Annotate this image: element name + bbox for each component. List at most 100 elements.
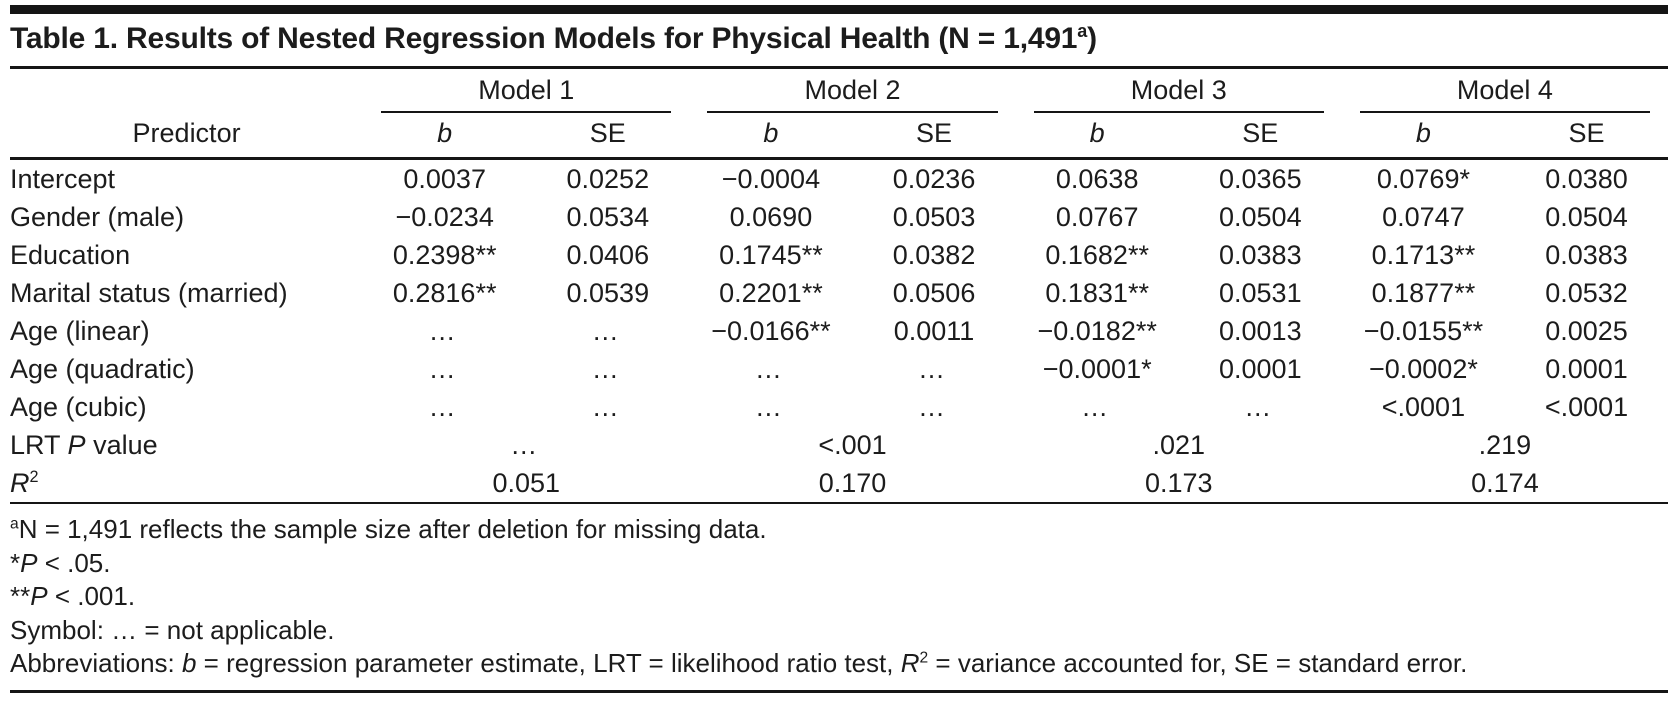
cell-model-4-b: 0.1713** bbox=[1371, 239, 1476, 270]
predictor-header-spacer bbox=[10, 69, 363, 113]
cell-model-2-b: −0.0004 bbox=[721, 163, 821, 194]
cell-model-3-se: 0.0001 bbox=[1219, 353, 1302, 384]
cell-model-2-b: … bbox=[754, 391, 787, 422]
predictor-cell: R2 bbox=[10, 464, 364, 504]
cell-model-3-r-squared: 0.173 bbox=[1015, 464, 1342, 504]
predictor-cell: Age (quadratic) bbox=[10, 353, 195, 384]
cell-model-2-se: 0.0382 bbox=[892, 239, 976, 270]
row-marital-status-married: Marital status (married) 0.2816** 0.0539 0.… bbox=[10, 274, 1668, 312]
table-body: Intercept 0.0037 0.0252 −0.0004 0.0236 0.0638… bbox=[10, 159, 1668, 504]
cell-model-2-se: 0.0506 bbox=[892, 277, 976, 308]
cell-model-2-se: 0.0011 bbox=[893, 315, 975, 346]
row-gender-male: Gender (male) −0.0234 0.0534 0.0690 0.0503 0.… bbox=[10, 198, 1668, 236]
cell-model-1-r-squared: 0.051 bbox=[363, 464, 690, 504]
cell-model-4-se: 0.0001 bbox=[1545, 353, 1628, 384]
cell-model-3-b: 0.0638 bbox=[1055, 163, 1139, 194]
col-header-b-model-2: b bbox=[689, 113, 853, 160]
cell-model-3-b: −0.0001* bbox=[1042, 353, 1152, 384]
model-4-spanner-rule: Model 4 bbox=[1359, 75, 1650, 113]
col-header-b-model-4: b bbox=[1341, 113, 1505, 160]
model-4-header: Model 4 bbox=[1342, 69, 1668, 113]
predictor-cell: Education bbox=[10, 239, 131, 270]
col-header-se-model-4: SE bbox=[1504, 113, 1668, 160]
cell-model-3-b: … bbox=[1081, 391, 1114, 422]
cell-model-1-se: 0.0252 bbox=[566, 163, 650, 194]
cell-model-1-b: … bbox=[428, 315, 461, 346]
cell-model-1-b: 0.0037 bbox=[403, 163, 486, 194]
cell-model-4-b: 0.0769* bbox=[1376, 163, 1470, 194]
col-header-b-model-3: b bbox=[1015, 113, 1179, 160]
table-bottom-rule bbox=[10, 689, 1668, 693]
predictor-cell: Intercept bbox=[10, 163, 116, 194]
model-header-row: Model 1 Model 2 Model 3 Model 4 bbox=[10, 69, 1668, 113]
row-r-squared: R2 0.051 0.170 0.173 0.174 bbox=[10, 464, 1668, 504]
footnote-abbreviations-note: Abbreviations: b = regression parameter … bbox=[10, 648, 1468, 678]
model-1-header: Model 1 bbox=[363, 69, 689, 113]
row-lrt-p-value: LRT P value … <.001 .021 .219 bbox=[10, 426, 1668, 464]
footnotes: aN = 1,491 reflects the sample size afte… bbox=[10, 504, 1668, 685]
cell-model-3-se: 0.0531 bbox=[1219, 277, 1302, 308]
cell-model-3-se: … bbox=[1244, 391, 1277, 422]
cell-model-2-r-squared: 0.170 bbox=[689, 464, 1016, 504]
cell-model-2-b: 0.0690 bbox=[729, 201, 813, 232]
cell-model-1-b: −0.0234 bbox=[395, 201, 494, 232]
cell-model-1-b: … bbox=[428, 353, 461, 384]
cell-model-2-se: 0.0503 bbox=[892, 201, 976, 232]
cell-model-2-se: 0.0236 bbox=[892, 163, 976, 194]
regression-table: Model 1 Model 2 Model 3 Model 4 Predictor b… bbox=[10, 69, 1668, 504]
model-1-spanner-rule: Model 1 bbox=[381, 75, 672, 113]
col-header-se-model-3: SE bbox=[1178, 113, 1342, 160]
cell-model-3-b: 0.1682** bbox=[1045, 239, 1149, 270]
cell-model-3-se: 0.0365 bbox=[1219, 163, 1302, 194]
cell-model-4-se: 0.0383 bbox=[1545, 239, 1628, 270]
cell-model-3-se: 0.0013 bbox=[1219, 315, 1302, 346]
table-top-rule bbox=[10, 5, 1668, 14]
row-education: Education 0.2398** 0.0406 0.1745** 0.0382 0.1… bbox=[10, 236, 1668, 274]
cell-model-2-b: −0.0166** bbox=[711, 315, 831, 346]
cell-model-4-se: 0.0532 bbox=[1545, 277, 1628, 308]
predictor-cell: LRT P value bbox=[10, 429, 158, 460]
table-title: Table 1. Results of Nested Regression Mo… bbox=[10, 14, 1668, 69]
cell-model-1-se: … bbox=[591, 315, 624, 346]
model-3-spanner-rule: Model 3 bbox=[1033, 75, 1324, 113]
cell-model-2-b: 0.2201** bbox=[719, 277, 823, 308]
cell-model-4-b: −0.0002* bbox=[1368, 353, 1478, 384]
cell-model-4-se: 0.0025 bbox=[1545, 315, 1628, 346]
footnote-symbol-note: Symbol: … = not applicable. bbox=[10, 614, 335, 645]
predictor-column-header: Predictor bbox=[10, 113, 364, 160]
cell-model-1-se: 0.0406 bbox=[566, 239, 650, 270]
cell-model-1-b: 0.2816** bbox=[392, 277, 497, 308]
cell-model-2-se: … bbox=[918, 353, 951, 384]
cell-model-1-b: … bbox=[428, 391, 461, 422]
cell-model-2-b: 0.1745** bbox=[719, 239, 823, 270]
cell-model-2-b: … bbox=[754, 353, 787, 384]
cell-model-3-se: 0.0383 bbox=[1219, 239, 1302, 270]
model-2-header: Model 2 bbox=[689, 69, 1015, 113]
predictor-cell: Marital status (married) bbox=[10, 277, 288, 308]
cell-model-1-se: 0.0534 bbox=[566, 201, 650, 232]
row-intercept: Intercept 0.0037 0.0252 −0.0004 0.0236 0.0638… bbox=[10, 159, 1668, 199]
cell-model-1-b: 0.2398** bbox=[392, 239, 497, 270]
col-header-se-model-1: SE bbox=[526, 113, 690, 160]
col-header-se-model-2: SE bbox=[852, 113, 1016, 160]
cell-model-4-se: 0.0504 bbox=[1545, 201, 1628, 232]
cell-model-1-se: … bbox=[591, 353, 624, 384]
cell-model-3-lrt-p-value: .021 bbox=[1152, 429, 1206, 460]
cell-model-4-se: <.0001 bbox=[1544, 391, 1629, 422]
cell-model-3-b: −0.0182** bbox=[1037, 315, 1157, 346]
cell-model-4-b: <.0001 bbox=[1381, 391, 1466, 422]
cell-model-2-lrt-p-value: <.001 bbox=[818, 429, 887, 460]
cell-model-1-lrt-p-value: … bbox=[510, 429, 543, 460]
cell-model-4-b: −0.0155** bbox=[1363, 315, 1484, 346]
predictor-cell: Gender (male) bbox=[10, 201, 185, 232]
cell-model-3-se: 0.0504 bbox=[1219, 201, 1302, 232]
cell-model-3-b: 0.0767 bbox=[1055, 201, 1139, 232]
footnote-sample-size-note: aN = 1,491 reflects the sample size afte… bbox=[10, 514, 767, 544]
cell-model-4-lrt-p-value: .219 bbox=[1478, 429, 1532, 460]
cell-model-1-se: … bbox=[591, 391, 624, 422]
cell-model-4-b: 0.0747 bbox=[1382, 201, 1465, 232]
predictor-cell: Age (linear) bbox=[10, 315, 150, 346]
row-age-linear: Age (linear) … … −0.0166** 0.0011 −0.0182** 0.… bbox=[10, 312, 1668, 350]
cell-model-4-se: 0.0380 bbox=[1545, 163, 1628, 194]
